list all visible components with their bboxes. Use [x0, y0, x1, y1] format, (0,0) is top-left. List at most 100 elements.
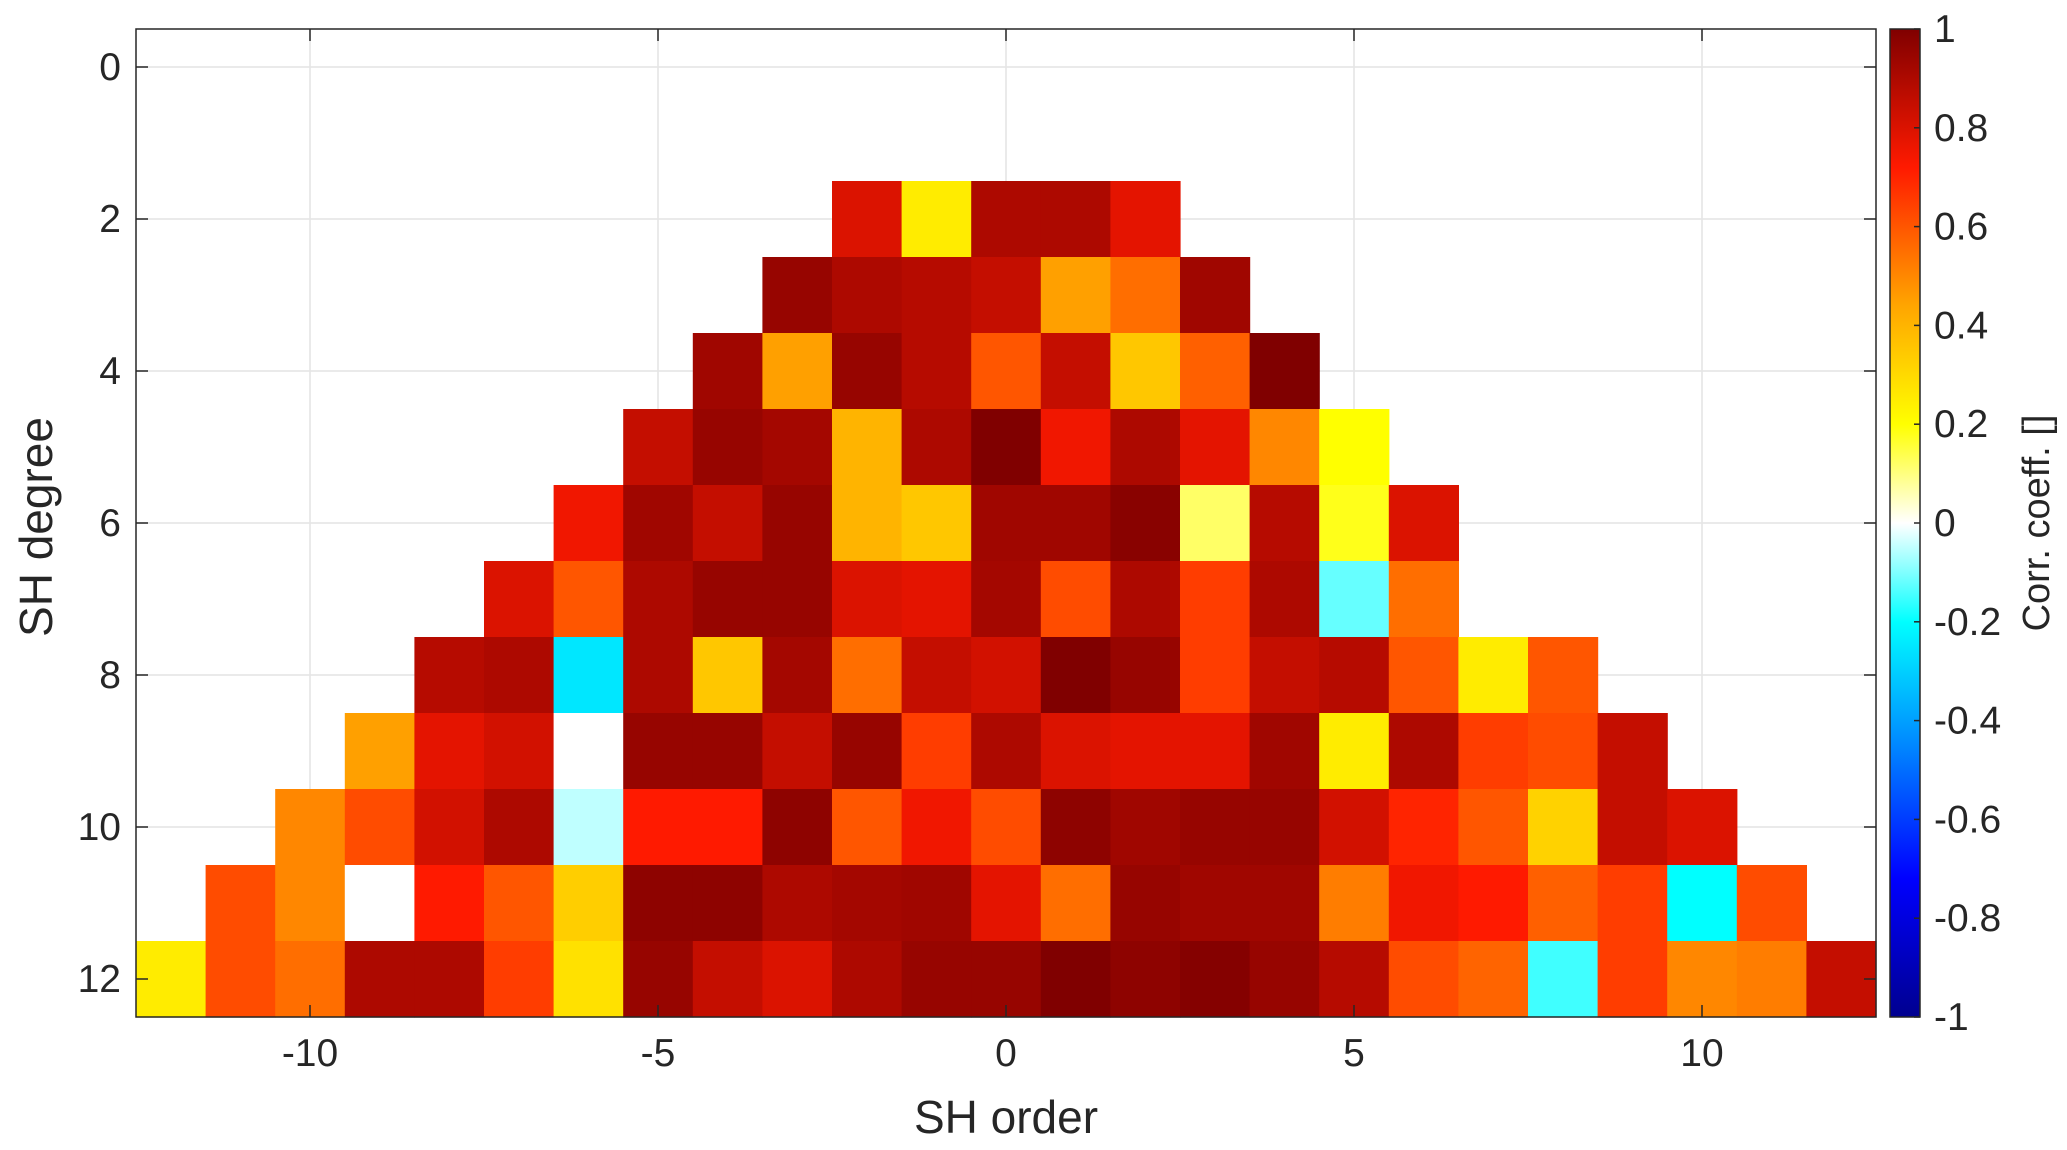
heatmap-cell: [1528, 713, 1599, 790]
heatmap-cell: [971, 257, 1042, 334]
y-tick-label: 10: [78, 806, 121, 849]
heatmap-cell: [275, 865, 346, 942]
heatmap-cell: [623, 637, 694, 714]
heatmap-cell: [901, 637, 972, 714]
heatmap-cell: [1110, 409, 1181, 486]
x-tick-label: 5: [1343, 1032, 1365, 1075]
heatmap-cell: [1180, 637, 1251, 714]
heatmap-cell: [971, 561, 1042, 638]
heatmap-cell: [553, 789, 624, 866]
heatmap-cell: [832, 181, 903, 258]
heatmap-cell: [1040, 713, 1111, 790]
x-tick-label: 10: [1680, 1032, 1723, 1075]
heatmap-cell: [762, 941, 833, 1018]
colorbar-tick-label: -1: [1934, 996, 1969, 1039]
heatmap-cell: [832, 789, 903, 866]
heatmap-cell: [1040, 181, 1111, 258]
colorbar-tick-label: -0.8: [1934, 897, 2001, 940]
heatmap-cell: [1040, 561, 1111, 638]
heatmap-cell: [971, 637, 1042, 714]
heatmap-cell: [1597, 713, 1668, 790]
heatmap-cell: [1040, 409, 1111, 486]
heatmap-cell: [901, 181, 972, 258]
heatmap-cell: [414, 865, 485, 942]
heatmap-cell: [1040, 941, 1111, 1018]
heatmap-cell: [971, 941, 1042, 1018]
heatmap-cell: [971, 865, 1042, 942]
y-tick-label: 4: [99, 350, 121, 393]
x-tick-label: -5: [641, 1032, 676, 1075]
heatmap-cell: [1180, 409, 1251, 486]
heatmap-cell: [901, 561, 972, 638]
heatmap-cell: [553, 941, 624, 1018]
x-tick-label: 0: [995, 1032, 1017, 1075]
heatmap-cell: [1388, 485, 1459, 562]
heatmap-cell: [414, 789, 485, 866]
heatmap-cell: [414, 713, 485, 790]
heatmap-cell: [553, 713, 624, 790]
heatmap-cell: [762, 789, 833, 866]
heatmap-cell: [832, 409, 903, 486]
colorbar-tick-label: 0.8: [1934, 107, 1988, 150]
heatmap-cell: [971, 789, 1042, 866]
heatmap-cell: [623, 789, 694, 866]
x-tick-label: -10: [282, 1032, 338, 1075]
heatmap-cell: [484, 789, 555, 866]
heatmap-cell: [1458, 789, 1529, 866]
heatmap-cell: [414, 941, 485, 1018]
heatmap-cell: [623, 865, 694, 942]
heatmap-cell: [205, 941, 276, 1018]
heatmap-cell: [344, 865, 415, 942]
colorbar-tick-label: 0.4: [1934, 304, 1988, 347]
heatmap-cell: [1249, 333, 1320, 410]
heatmap-cell: [762, 561, 833, 638]
heatmap-cell: [553, 561, 624, 638]
heatmap-cell: [1667, 865, 1738, 942]
heatmap-cell: [1667, 941, 1738, 1018]
colorbar-tick-label: 0: [1934, 502, 1956, 545]
heatmap-cell: [1319, 485, 1390, 562]
heatmap-cell: [901, 257, 972, 334]
colorbar: -1 -0.8 -0.6 -0.4 -0.2 0 0.2 0.4 0.6 0.8 1: [1889, 8, 2001, 1039]
heatmap-cell: [692, 941, 763, 1018]
heatmap-cell: [275, 789, 346, 866]
heatmap-cell: [1528, 789, 1599, 866]
heatmap-cell: [1249, 941, 1320, 1018]
heatmap-cell: [1110, 637, 1181, 714]
heatmap-cell: [1528, 865, 1599, 942]
heatmap-cell: [623, 713, 694, 790]
heatmap-cell: [901, 941, 972, 1018]
plot-area: -10 -5 0 5 10 0 2 4 6 8 10 12: [78, 28, 1877, 1075]
colorbar-tick-label: 0.2: [1934, 403, 1988, 446]
colorbar-label: Corr. coeff. []: [2016, 415, 2058, 632]
colorbar-tick-label: -0.2: [1934, 601, 2001, 644]
heatmap-cell: [901, 485, 972, 562]
y-tick-label: 0: [99, 46, 121, 89]
heatmap-cell: [484, 865, 555, 942]
heatmap-cell: [1110, 789, 1181, 866]
y-axis-label: SH degree: [10, 417, 62, 637]
heatmap-cell: [275, 941, 346, 1018]
x-axis-label: SH order: [914, 1091, 1098, 1143]
heatmap-cell: [1319, 941, 1390, 1018]
heatmap-cell: [832, 941, 903, 1018]
heatmap-cell: [832, 485, 903, 562]
heatmap-cell: [1388, 637, 1459, 714]
heatmap-cell: [1110, 333, 1181, 410]
heatmap-cell: [344, 713, 415, 790]
y-tick-label: 12: [78, 958, 121, 1001]
heatmap-cell: [1597, 865, 1668, 942]
heatmap-cell: [762, 713, 833, 790]
heatmap-cell: [623, 941, 694, 1018]
heatmap-cell: [1319, 789, 1390, 866]
heatmap-cell: [1180, 941, 1251, 1018]
heatmap-cell: [762, 333, 833, 410]
heatmap-cell: [1110, 181, 1181, 258]
heatmap-cell: [1388, 789, 1459, 866]
heatmap-cell: [762, 257, 833, 334]
heatmap-cell: [762, 865, 833, 942]
heatmap-cell: [1736, 865, 1807, 942]
heatmap-cell: [1249, 561, 1320, 638]
heatmap-cell: [1458, 713, 1529, 790]
